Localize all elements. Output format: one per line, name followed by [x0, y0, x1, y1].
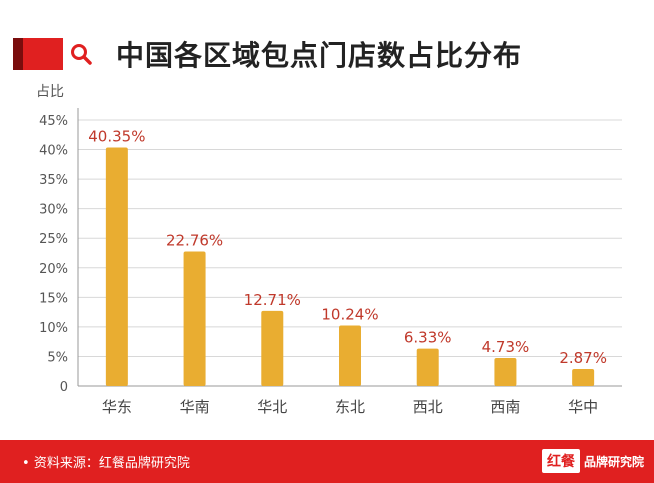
brand-logo: 红餐 品牌研究院	[541, 448, 644, 474]
bar	[339, 325, 361, 386]
x-tick-label: 华中	[568, 398, 598, 416]
bar	[416, 348, 439, 386]
x-tick-label: 西南	[490, 398, 520, 416]
y-tick-label: 30%	[39, 203, 68, 218]
x-tick-label: 华北	[257, 398, 287, 416]
x-tick-label: 华南	[180, 398, 210, 416]
bar	[105, 147, 128, 386]
bar-value-label: 4.73%	[482, 338, 530, 356]
search-icon	[71, 44, 92, 65]
source-text: 资料来源：红餐品牌研究院	[33, 456, 190, 471]
y-tick-label: 25%	[39, 232, 68, 247]
y-axis-label: 占比	[36, 84, 64, 100]
y-tick-label: 10%	[39, 321, 68, 336]
bar-value-label: 40.35%	[88, 127, 145, 145]
y-tick-label: 40%	[39, 144, 68, 159]
y-tick-label: 35%	[39, 173, 68, 188]
page-title: 中国各区域包点门店数占比分布	[116, 39, 523, 72]
logo-mark: 红餐	[541, 449, 580, 473]
bar	[261, 310, 284, 386]
x-tick-label: 华东	[102, 398, 132, 416]
bar-chart: 占比 0 5% 10% 15% 20% 25% 30% 35% 40% 45% 40.35% 华东 22.…	[36, 84, 622, 416]
y-tick-label: 5%	[47, 350, 68, 365]
x-tick-label: 西北	[413, 398, 443, 416]
chart-area: 占比 0 5% 10% 15% 20% 25% 30% 35% 40% 45% 40.35% 华东 22.…	[0, 80, 654, 440]
bar-value-label: 10.24%	[321, 305, 378, 323]
y-tick-label: 20%	[39, 262, 68, 277]
bar-value-label: 22.76%	[166, 231, 223, 249]
title-accent-stripe	[13, 38, 23, 70]
bar	[572, 369, 595, 386]
bullet-icon: •	[22, 456, 34, 471]
logo-name: 品牌研究院	[583, 454, 644, 469]
footer: • 资料来源：红餐品牌研究院 红餐 品牌研究院	[0, 440, 654, 483]
bar-value-label: 6.33%	[404, 329, 452, 347]
bar-value-label: 12.71%	[244, 291, 301, 309]
y-tick-label: 45%	[39, 114, 68, 129]
y-tick-label: 0	[60, 380, 68, 395]
y-tick-label: 15%	[39, 291, 68, 306]
x-tick-label: 东北	[335, 398, 365, 416]
bar	[183, 251, 206, 386]
bar-value-label: 2.87%	[559, 349, 607, 367]
search-icon-box	[63, 38, 99, 70]
bar	[494, 358, 517, 386]
